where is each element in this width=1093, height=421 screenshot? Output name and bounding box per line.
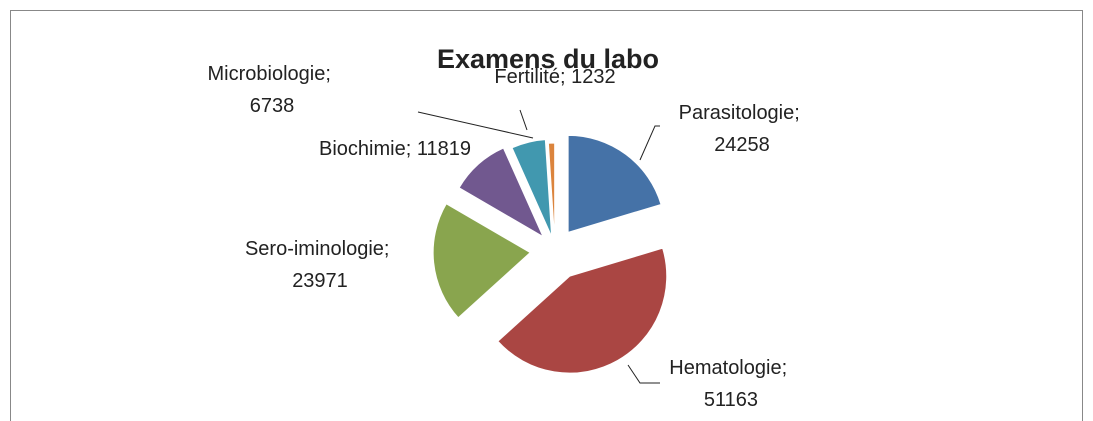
leader-line bbox=[417, 111, 534, 139]
label-category: Hematologie bbox=[669, 357, 781, 379]
label-category: Parasitologie bbox=[679, 102, 795, 124]
data-label: Parasitologie; 24258 bbox=[679, 102, 806, 156]
data-label: Microbiologie; 6738 bbox=[208, 63, 337, 117]
label-separator: ; bbox=[560, 66, 571, 88]
data-label: Sero-iminologie; 23971 bbox=[245, 238, 395, 292]
label-category: Microbiologie bbox=[208, 63, 326, 85]
label-separator: ; bbox=[325, 63, 336, 85]
leader-line bbox=[639, 125, 660, 161]
pie-slice bbox=[458, 147, 545, 238]
data-label: Biochimie; 11819 bbox=[319, 138, 471, 160]
data-label: Fertilité; 1232 bbox=[494, 66, 615, 88]
label-separator: ; bbox=[384, 238, 395, 260]
pie-slice bbox=[432, 203, 531, 319]
label-separator: ; bbox=[406, 138, 417, 160]
chart-title: Examens du labo bbox=[437, 44, 659, 74]
leader-line bbox=[519, 109, 528, 131]
label-category: Fertilité bbox=[494, 66, 560, 88]
pie-slice bbox=[547, 142, 556, 241]
pie-slice bbox=[567, 134, 662, 234]
pie-slice bbox=[497, 247, 668, 374]
label-separator: ; bbox=[782, 357, 793, 379]
data-label: Hematologie; 51163 bbox=[669, 357, 792, 411]
label-category: Sero-iminologie bbox=[245, 238, 384, 260]
label-value: 51163 bbox=[704, 389, 758, 411]
leader-line bbox=[627, 364, 660, 384]
label-separator: ; bbox=[794, 102, 805, 124]
label-value: 23971 bbox=[292, 270, 348, 292]
label-value: 1232 bbox=[571, 66, 616, 88]
pie-slice bbox=[511, 139, 553, 237]
label-value: 24258 bbox=[714, 134, 770, 156]
label-category: Biochimie bbox=[319, 138, 406, 160]
label-value: 11819 bbox=[417, 138, 471, 160]
label-value: 6738 bbox=[250, 95, 295, 117]
